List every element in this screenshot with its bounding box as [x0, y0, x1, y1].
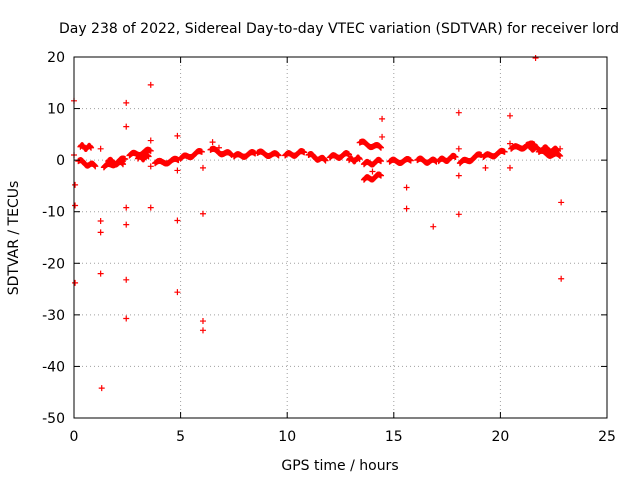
data-point — [72, 202, 79, 209]
data-point — [97, 217, 104, 224]
y-axis-title: SDTVAR / TECUs — [6, 181, 22, 296]
data-point — [120, 161, 127, 168]
data-point — [378, 144, 385, 151]
data-point — [145, 153, 152, 160]
data-point — [322, 157, 329, 164]
data-point — [123, 276, 130, 283]
data-point — [122, 156, 129, 163]
axis-ticks — [73, 56, 608, 419]
data-points — [71, 55, 565, 392]
data-point — [378, 158, 385, 165]
data-point — [356, 156, 363, 163]
y-tick-label: 10 — [47, 102, 65, 118]
plot-frame — [73, 56, 608, 419]
data-point — [174, 167, 181, 174]
data-point — [199, 318, 206, 325]
y-tick-label: -20 — [42, 256, 65, 272]
data-point — [379, 115, 386, 122]
data-point — [455, 145, 462, 152]
y-tick-labels: -50 -40 -30 -20 -10 0 10 20 — [42, 50, 65, 427]
data-point — [92, 163, 99, 170]
data-point — [301, 149, 308, 156]
x-tick-label: 15 — [385, 429, 403, 445]
data-point — [98, 385, 105, 392]
y-tick-label: 20 — [47, 50, 65, 66]
data-point — [407, 157, 414, 164]
data-point — [506, 112, 513, 119]
x-tick-label: 5 — [176, 429, 185, 445]
y-tick-label: -30 — [42, 308, 65, 324]
data-point — [369, 168, 376, 175]
data-point — [501, 148, 508, 155]
data-point — [199, 327, 206, 334]
x-tick-label: 25 — [598, 429, 616, 445]
chart-title: Day 238 of 2022, Sidereal Day-to-day VTE… — [59, 21, 619, 37]
data-point — [198, 148, 205, 155]
data-point — [147, 137, 154, 144]
data-point — [558, 275, 565, 282]
data-point — [455, 109, 462, 116]
data-point — [72, 181, 79, 188]
y-tick-label: 0 — [56, 153, 65, 169]
data-point — [72, 279, 79, 286]
data-point — [174, 289, 181, 296]
data-point — [97, 229, 104, 236]
data-point — [97, 145, 104, 152]
y-tick-label: -40 — [42, 359, 65, 375]
data-point — [209, 139, 216, 146]
data-point — [452, 154, 459, 161]
y-tick-label: -10 — [42, 205, 65, 221]
x-tick-label: 0 — [70, 429, 79, 445]
data-point — [123, 315, 130, 322]
data-point — [378, 172, 385, 179]
data-point — [558, 199, 565, 206]
grid — [74, 57, 607, 418]
data-point — [174, 132, 181, 139]
data-point — [147, 204, 154, 211]
data-point — [123, 99, 130, 106]
data-point — [430, 223, 437, 230]
data-point — [97, 270, 104, 277]
data-point — [199, 164, 206, 171]
data-point — [554, 147, 561, 154]
data-point — [506, 140, 513, 147]
x-tick-label: 10 — [278, 429, 296, 445]
data-point — [403, 184, 410, 191]
data-point — [532, 55, 539, 62]
data-point — [275, 152, 282, 159]
y-tick-label: -50 — [42, 411, 65, 427]
data-point — [506, 164, 513, 171]
data-point — [147, 81, 154, 88]
data-point — [403, 205, 410, 212]
data-point — [482, 164, 489, 171]
data-point — [174, 217, 181, 224]
data-point — [379, 133, 386, 140]
data-point — [199, 210, 206, 217]
data-point — [147, 147, 154, 154]
x-tick-labels: 0 5 10 15 20 25 — [70, 429, 616, 445]
data-point — [147, 163, 154, 170]
data-point — [123, 204, 130, 211]
data-point — [455, 211, 462, 218]
x-axis-title: GPS time / hours — [281, 458, 398, 474]
data-point — [123, 221, 130, 228]
data-point — [557, 153, 564, 160]
data-point — [455, 172, 462, 179]
data-point — [88, 144, 95, 151]
data-point — [123, 123, 130, 130]
x-tick-label: 20 — [491, 429, 509, 445]
